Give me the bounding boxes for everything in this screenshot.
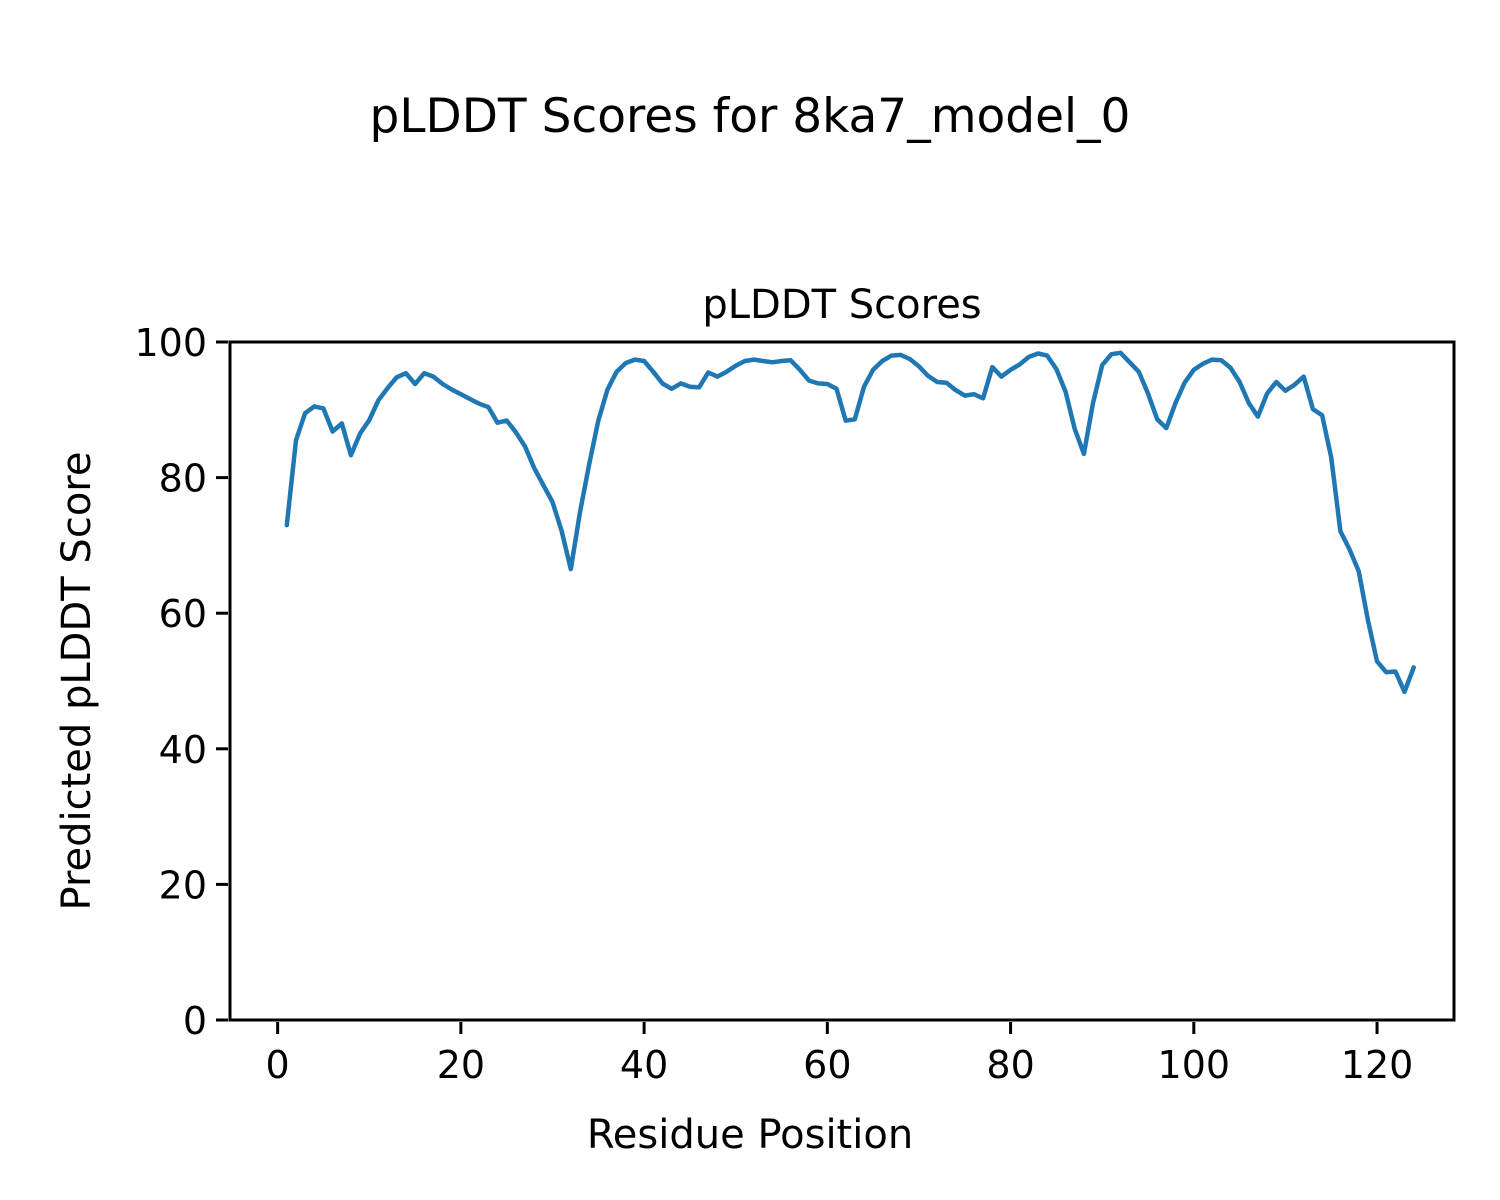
data-series (284, 350, 1416, 695)
plddt-line (284, 350, 1416, 695)
x-tick-label: 40 (620, 1043, 668, 1087)
axis-ticks (216, 340, 1379, 1034)
y-tick-label: 0 (183, 999, 207, 1043)
plot-frame (228, 340, 1456, 1022)
x-tick-label: 60 (803, 1043, 851, 1087)
x-tick-label: 80 (986, 1043, 1034, 1087)
axis-tick-labels: 0 20 40 60 80 100 120 0 20 40 60 80 100 (134, 321, 1413, 1087)
y-tick-label: 100 (134, 321, 207, 365)
y-tick-label: 20 (159, 863, 207, 907)
figure-title: pLDDT Scores for 8ka7_model_0 (369, 89, 1131, 144)
axes-title: pLDDT Scores (702, 282, 982, 328)
x-axis-label: Residue Position (586, 1112, 914, 1158)
x-tick-label: 20 (437, 1043, 485, 1087)
y-tick-label: 80 (159, 457, 207, 501)
y-tick-label: 40 (159, 728, 207, 772)
x-tick-label: 100 (1158, 1043, 1231, 1087)
x-tick-label: 120 (1341, 1043, 1414, 1087)
x-tick-label: 0 (266, 1043, 290, 1087)
y-tick-label: 60 (159, 592, 207, 636)
